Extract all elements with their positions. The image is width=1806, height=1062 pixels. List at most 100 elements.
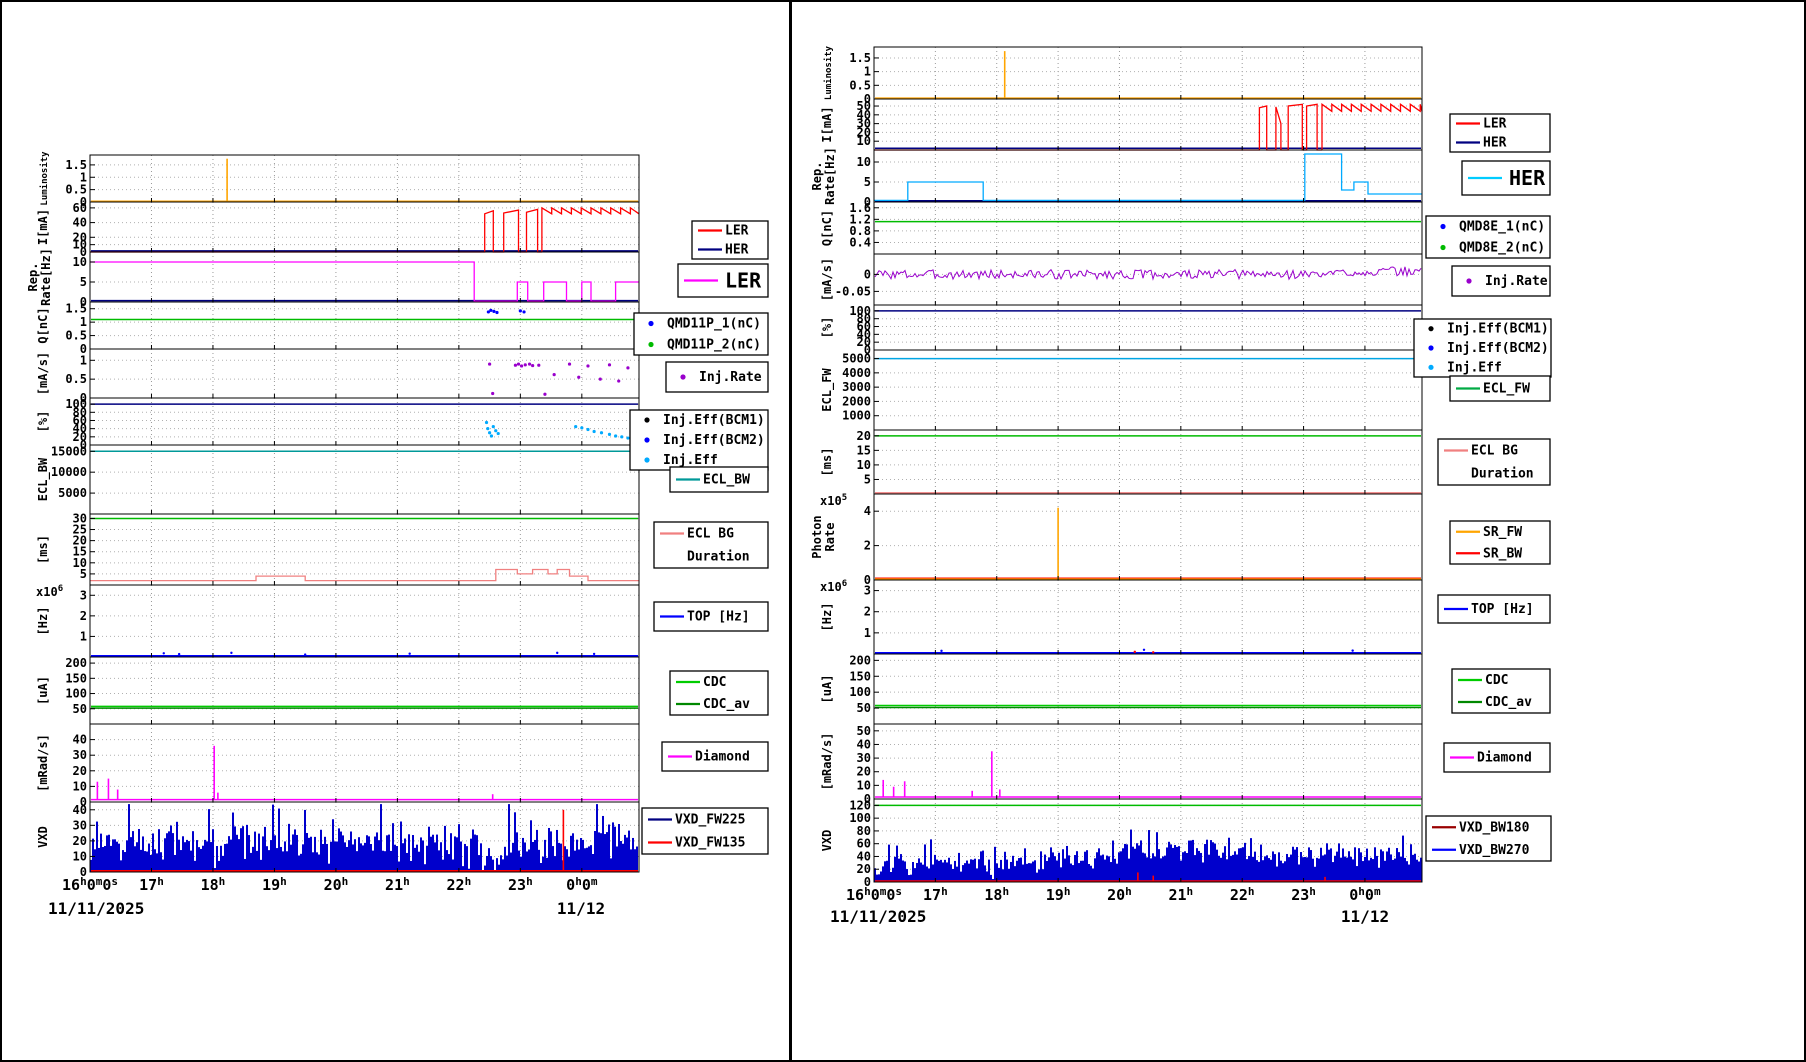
y-tick-label: 100 — [849, 685, 871, 699]
y-tick-label: 0 — [864, 267, 871, 281]
legend-marker-dot — [1428, 345, 1433, 350]
y-axis-label: [%] — [820, 317, 834, 339]
series-vxd-bw270-noise — [875, 830, 1421, 882]
legend-label: Diamond — [695, 750, 750, 765]
band-top: 321[Hz]x106 — [820, 579, 1422, 654]
y-tick-label: 20 — [73, 764, 87, 778]
y-tick-label: 2000 — [842, 394, 871, 408]
y-tick-label: 3000 — [842, 380, 871, 394]
legend-label: Inj.Eff — [1447, 360, 1502, 375]
y-tick-label: 20 — [857, 765, 871, 779]
band-rep-rate: 1050Rep.Rate[Hz] — [26, 248, 639, 309]
y-tick-label: 2 — [80, 609, 87, 623]
legend-label: ECL BG — [687, 527, 734, 542]
band-cdc: 20015010050[uA] — [36, 656, 639, 724]
legend-label: CDC — [703, 675, 726, 690]
axis-scale-label: x105 — [820, 493, 847, 508]
band-luminosity: 1.510.50Luminosity — [823, 45, 1422, 106]
y-axis-label: Rate[Hz] — [39, 248, 53, 306]
y-axis-label: Rate[Hz] — [823, 147, 837, 205]
legend-cdc: CDCCDC_av — [670, 671, 768, 715]
legend-marker-dot — [1466, 278, 1471, 283]
series-qmd11p-1-dots — [487, 309, 526, 314]
legend-label: Inj.Eff(BCM1) — [663, 413, 765, 428]
y-tick-label: 30 — [73, 748, 87, 762]
y-tick-label: 1.5 — [849, 51, 871, 65]
legend-label: VXD_BW270 — [1459, 843, 1530, 858]
y-tick-label: 5 — [864, 472, 871, 486]
legend-qmd: QMD8E_1(nC)QMD8E_2(nC) — [1426, 216, 1550, 258]
y-tick-label: 5 — [80, 567, 87, 581]
y-tick-label: 0.5 — [65, 372, 87, 386]
series-diamond-spikes — [97, 746, 492, 800]
legend-label: ECL_FW — [1483, 382, 1530, 397]
legend-label: TOP [Hz] — [687, 610, 750, 625]
legend-label: Inj.Eff(BCM2) — [1447, 341, 1549, 356]
legend-label: SR_FW — [1483, 525, 1522, 540]
legend-ecl-bw: ECL_BW — [670, 467, 768, 492]
band-ecl-bg: 30252015105[ms] — [36, 511, 639, 585]
legend-marker-dot — [648, 321, 653, 326]
strip-chart-canvas: 1.510.50Luminosity604020100I[mA]1050Rep.… — [2, 2, 1806, 1062]
legend-marker-dot — [648, 342, 653, 347]
x-tick-label: 19h — [1046, 885, 1071, 904]
y-tick-label: 20 — [857, 429, 871, 443]
y-tick-label: 1.5 — [65, 302, 87, 316]
band-rep-rate: 1050Rep.Rate[Hz] — [810, 147, 1422, 209]
y-tick-label: 2 — [864, 605, 871, 619]
y-axis-label: Q[nC] — [36, 307, 50, 343]
legend-label: Inj.Rate — [699, 370, 762, 385]
beam-background-monitor: 1.510.50Luminosity604020100I[mA]1050Rep.… — [0, 0, 1806, 1062]
y-axis-label: [ms] — [820, 448, 834, 477]
legend-ecl-fw: ECL_FW — [1450, 376, 1550, 401]
series-her-rep-steps — [874, 154, 1422, 200]
legend-label: ECL_BW — [703, 473, 750, 488]
series-ecl-bg-duration — [90, 570, 639, 581]
legend-inj-eff: Inj.Eff(BCM1)Inj.Eff(BCM2)Inj.Eff — [630, 410, 768, 470]
y-tick-label: 30 — [857, 751, 871, 765]
y-axis-label: I[mA] — [820, 106, 834, 142]
y-tick-label: 150 — [65, 671, 87, 685]
y-tick-label: 100 — [65, 687, 87, 701]
band-inj-rate: 0-0.05[mA/s] — [820, 254, 1422, 305]
y-axis-label: [mRad/s] — [36, 734, 50, 792]
legend-label: Duration — [687, 550, 750, 565]
x-tick-label: 21h — [1168, 885, 1193, 904]
legend-label: SR_BW — [1483, 546, 1522, 561]
band-charge: 1.61.20.80.4Q[nC] — [820, 201, 1422, 254]
band-cdc: 20015010050[uA] — [820, 653, 1422, 724]
y-axis-label: VXD — [820, 830, 834, 852]
y-tick-label: 2 — [864, 539, 871, 553]
legend-marker-dot — [644, 457, 649, 462]
y-tick-label: 200 — [849, 653, 871, 667]
legend-top: TOP [Hz] — [1438, 595, 1550, 623]
y-axis-label: Rep. — [26, 263, 40, 292]
y-tick-label: 3 — [864, 584, 871, 598]
y-tick-label: 1000 — [842, 409, 871, 423]
legend-ler-her: LERHER — [692, 221, 768, 259]
y-tick-label: 60 — [73, 201, 87, 215]
band-luminosity: 1.510.50Luminosity — [39, 151, 639, 209]
y-tick-label: 10 — [857, 458, 871, 472]
y-axis-label: Rep. — [810, 162, 824, 191]
y-tick-label: 10 — [73, 255, 87, 269]
band-diamond: 50403020100[mRad/s] — [820, 724, 1422, 806]
y-tick-label: 40 — [857, 737, 871, 751]
y-tick-label: 10 — [857, 134, 871, 148]
panel-divider — [789, 2, 792, 1062]
legend-label: QMD8E_1(nC) — [1459, 220, 1545, 235]
y-tick-label: 20 — [73, 834, 87, 848]
legend-label: LER — [725, 269, 762, 293]
y-tick-label: 0.4 — [849, 235, 871, 249]
y-tick-label: 150 — [849, 669, 871, 683]
y-tick-label: 50 — [857, 701, 871, 715]
y-axis-label: Photon — [810, 515, 824, 558]
y-tick-label: 15000 — [51, 444, 87, 458]
band-inj-rate: 10.50[mA/s] — [36, 349, 639, 405]
legend-label: LER — [725, 224, 749, 239]
band-charge: 1.510.50Q[nC] — [36, 302, 639, 356]
y-tick-label: 40 — [73, 733, 87, 747]
y-axis-label: [mRad/s] — [820, 733, 834, 791]
legend-label: Inj.Eff(BCM2) — [663, 433, 765, 448]
legend-marker-dot — [1428, 365, 1433, 370]
